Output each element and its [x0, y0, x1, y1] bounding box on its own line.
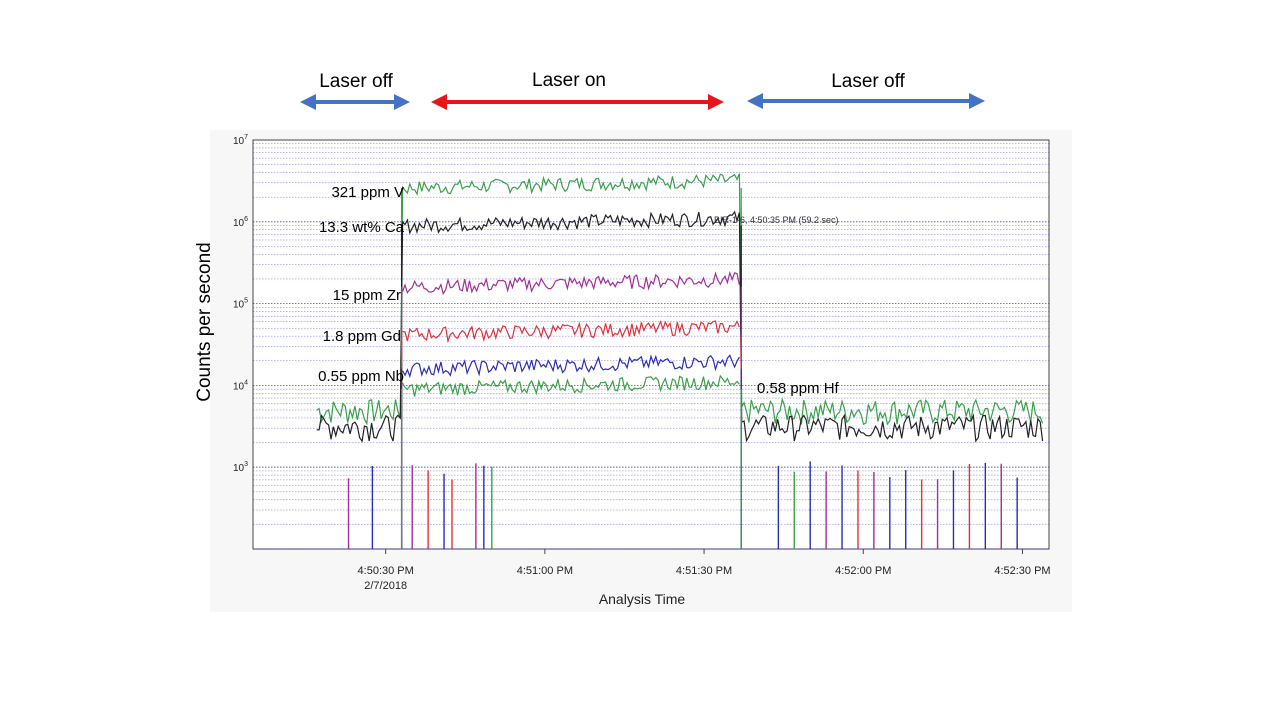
- laser-on-label: Laser on: [532, 70, 606, 91]
- series-line: [402, 320, 740, 344]
- x-tick-label: 4:51:00 PM: [517, 565, 573, 577]
- x-tick-label: 4:51:30 PM: [676, 565, 732, 577]
- x-axis-ticks: 4:50:30 PM 2/7/2018 4:51:00 PM 4:51:30 PM 4:…: [358, 549, 1051, 592]
- y-tick-label: 103: [233, 461, 248, 474]
- x-tick-sublabel: 2/7/2018: [364, 580, 407, 592]
- y-tick-label: 104: [233, 379, 248, 392]
- marker-annotation: BIR-1-6, 4:50:35 PM (59.2 sec): [714, 215, 839, 225]
- series-label: 1.8 ppm Gd: [323, 328, 401, 345]
- series-line: [316, 210, 1044, 443]
- series-label: 321 ppm V: [331, 184, 404, 201]
- plot-area: [252, 139, 1050, 550]
- series-label: 0.55 ppm Nb: [318, 368, 404, 385]
- y-tick-label: 105: [233, 298, 248, 311]
- series-label: 15 ppm Zr: [333, 287, 401, 304]
- y-tick-label: 106: [233, 216, 248, 229]
- x-tick-label: 4:52:00 PM: [835, 565, 891, 577]
- laser-off-left-arrow: [300, 94, 410, 110]
- series-line: [402, 270, 740, 296]
- series-lines: [316, 173, 1044, 549]
- x-tick-label: 4:52:30 PM: [994, 565, 1050, 577]
- laser-off-left-label: Laser off: [319, 71, 393, 92]
- x-axis-label: Analysis Time: [599, 591, 686, 607]
- series-label: 0.58 ppm Hf: [757, 380, 840, 397]
- series-line: [402, 374, 740, 397]
- laser-off-right-label: Laser off: [831, 71, 905, 92]
- series-line: [402, 354, 740, 379]
- series-labels: 321 ppm V 13.3 wt% Ca 15 ppm Zr 1.8 ppm Gd 0…: [318, 184, 839, 397]
- series-line: [316, 173, 1044, 426]
- laser-on-arrow: [431, 94, 724, 110]
- y-axis-ticks: 103 104 105 106 107: [233, 134, 248, 474]
- x-tick-label: 4:50:30 PM: [358, 565, 414, 577]
- gridlines: [253, 143, 1049, 550]
- y-axis-label: Counts per second: [194, 242, 215, 402]
- laser-off-right-arrow: [747, 93, 985, 109]
- y-tick-label: 107: [233, 134, 248, 147]
- series-label: 13.3 wt% Ca: [319, 219, 405, 236]
